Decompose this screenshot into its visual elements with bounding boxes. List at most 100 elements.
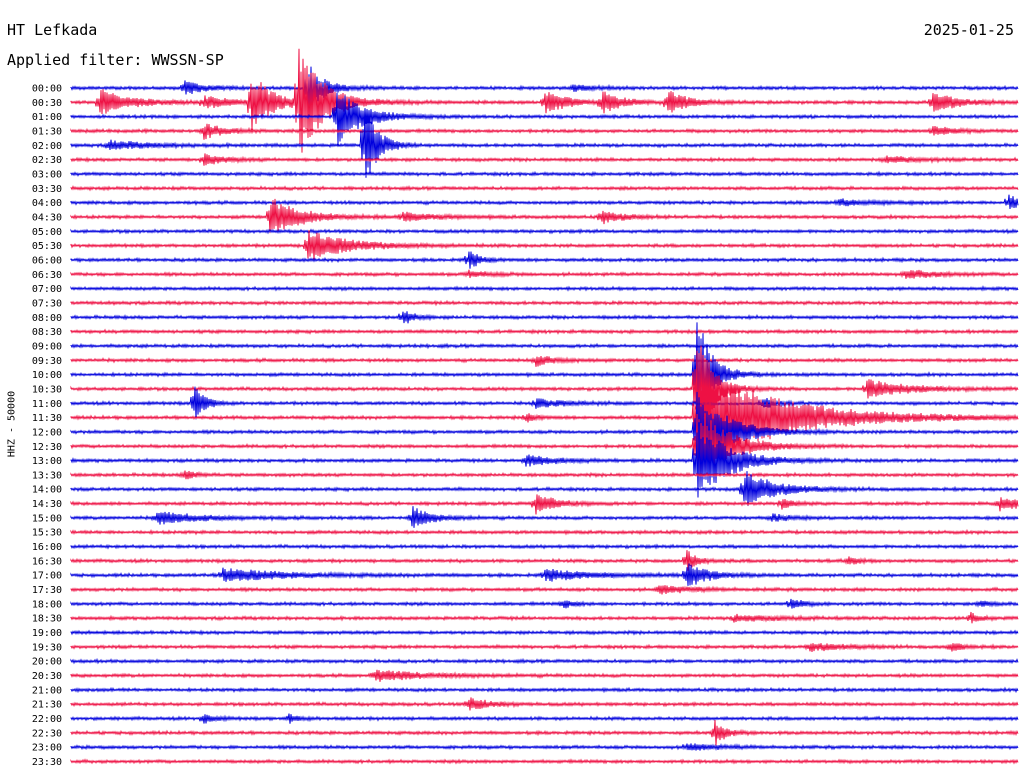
trace-line — [70, 386, 1019, 420]
row-time-label: 04:30 — [32, 212, 62, 223]
trace-line — [70, 697, 1019, 711]
row-time-label: 06:00 — [32, 255, 62, 266]
trace-line — [70, 686, 1019, 694]
row-time-label: 23:30 — [32, 757, 62, 768]
row-time-label: 03:30 — [32, 184, 62, 195]
trace-line — [70, 123, 1019, 140]
row-time-label: 06:30 — [32, 270, 62, 281]
trace-line — [70, 92, 1019, 146]
trace-line — [70, 743, 1019, 751]
row-time-label: 15:00 — [32, 513, 62, 524]
trace-line — [70, 598, 1019, 609]
trace-line — [70, 563, 1019, 586]
row-time-label: 05:30 — [32, 241, 62, 252]
trace-line — [70, 194, 1019, 210]
row-time-label: 14:30 — [32, 499, 62, 510]
trace-line — [70, 758, 1019, 765]
row-time-label: 10:30 — [32, 384, 62, 395]
trace-line — [70, 494, 1019, 515]
trace-line — [70, 311, 1019, 324]
trace-line — [70, 228, 1019, 235]
row-time-label: 23:00 — [32, 743, 62, 754]
row-time-label: 08:00 — [32, 313, 62, 324]
row-time-label: 21:30 — [32, 700, 62, 711]
trace-line — [70, 506, 1019, 528]
trace-line — [70, 528, 1019, 536]
row-time-label: 15:30 — [32, 528, 62, 539]
row-time-label: 05:00 — [32, 227, 62, 238]
row-time-label: 20:00 — [32, 657, 62, 668]
trace-line — [70, 285, 1019, 292]
row-time-label: 18:30 — [32, 614, 62, 625]
trace-line — [70, 229, 1019, 260]
row-time-label: 13:30 — [32, 470, 62, 481]
trace-line — [70, 629, 1019, 636]
trace-line — [70, 719, 1019, 746]
trace-line — [70, 471, 1019, 507]
row-time-label: 16:00 — [32, 542, 62, 553]
trace-line — [70, 184, 1019, 192]
row-time-label: 12:00 — [32, 427, 62, 438]
trace-line — [70, 422, 1019, 498]
row-time-label: 20:30 — [32, 671, 62, 682]
row-time-label: 11:30 — [32, 413, 62, 424]
trace-line — [70, 642, 1019, 653]
station-title: HT Lefkada — [7, 21, 98, 39]
trace-line — [70, 299, 1019, 307]
row-time-label: 13:00 — [32, 456, 62, 467]
row-time-label: 14:00 — [32, 485, 62, 496]
row-time-label: 02:00 — [32, 141, 62, 152]
trace-line — [70, 269, 1019, 279]
row-time-label: 04:00 — [32, 198, 62, 209]
row-time-label: 12:30 — [32, 442, 62, 453]
trace-line — [70, 153, 1019, 166]
row-time-label: 18:00 — [32, 599, 62, 610]
trace-line — [70, 48, 1019, 153]
trace-line — [70, 550, 1019, 571]
trace-line — [70, 328, 1019, 335]
row-time-label: 03:00 — [32, 169, 62, 180]
trace-line — [70, 198, 1019, 234]
row-time-label: 02:30 — [32, 155, 62, 166]
trace-line — [70, 170, 1019, 178]
trace-line — [70, 669, 1019, 682]
row-time-label: 07:00 — [32, 284, 62, 295]
trace-line — [70, 391, 1019, 463]
trace-line — [70, 413, 1019, 480]
trace-line — [70, 356, 1019, 367]
row-time-label: 21:00 — [32, 685, 62, 696]
trace-line — [70, 66, 1019, 108]
trace-line — [70, 345, 1019, 445]
row-time-label: 01:00 — [32, 112, 62, 123]
row-time-label: 01:30 — [32, 126, 62, 137]
trace-line — [70, 110, 1019, 178]
row-time-label: 08:30 — [32, 327, 62, 338]
trace-line — [70, 342, 1019, 350]
trace-line — [70, 543, 1019, 550]
row-time-label: 10:00 — [32, 370, 62, 381]
row-time-label: 22:30 — [32, 728, 62, 739]
row-time-label: 16:30 — [32, 556, 62, 567]
row-time-label: 09:00 — [32, 341, 62, 352]
trace-line — [70, 713, 1019, 724]
row-time-label: 11:00 — [32, 399, 62, 410]
trace-line — [70, 372, 1019, 468]
row-time-label: 07:30 — [32, 298, 62, 309]
record-date: 2025-01-25 — [923, 21, 1014, 39]
row-time-label: 00:30 — [32, 98, 62, 109]
row-time-label: 17:00 — [32, 571, 62, 582]
row-time-label: 19:30 — [32, 642, 62, 653]
filter-label: Applied filter: WWSSN-SP — [7, 51, 224, 69]
trace-line — [70, 251, 1019, 269]
row-time-label: 22:00 — [32, 714, 62, 725]
row-time-label: 00:00 — [32, 84, 62, 95]
trace-line — [70, 611, 1019, 624]
trace-line — [70, 585, 1019, 595]
trace-line — [70, 657, 1019, 665]
trace-line — [70, 470, 1019, 480]
trace-rows: 00:00 00:30 01:00 01:30 02:00 02:30 03:00 03:30… — [32, 48, 1019, 768]
row-time-label: 17:30 — [32, 585, 62, 596]
row-time-label: 19:00 — [32, 628, 62, 639]
row-time-label: 09:30 — [32, 356, 62, 367]
